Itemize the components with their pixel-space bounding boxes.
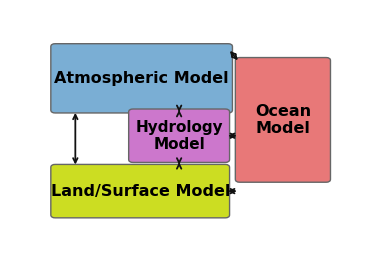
FancyBboxPatch shape xyxy=(129,109,230,162)
Text: Land/Surface Model: Land/Surface Model xyxy=(51,184,230,199)
Text: Hydrology
Model: Hydrology Model xyxy=(135,120,223,152)
FancyBboxPatch shape xyxy=(51,44,232,113)
FancyBboxPatch shape xyxy=(51,164,230,218)
Text: Ocean
Model: Ocean Model xyxy=(255,104,311,136)
Text: Atmospheric Model: Atmospheric Model xyxy=(54,71,229,86)
FancyBboxPatch shape xyxy=(235,58,330,182)
